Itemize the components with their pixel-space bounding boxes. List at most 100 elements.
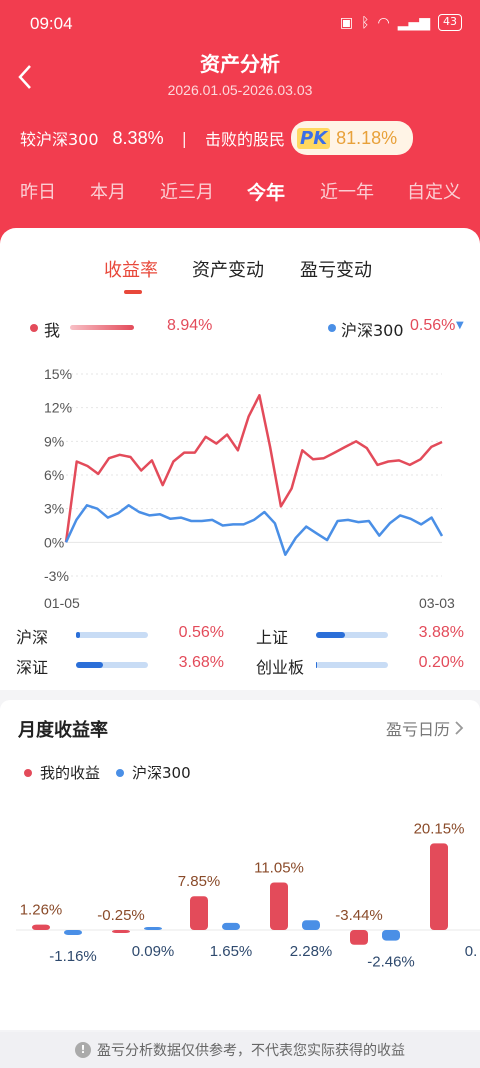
battery-icon: 43: [438, 14, 462, 31]
index-fill-sh: [316, 632, 345, 638]
monthly-card: [0, 700, 480, 1030]
return-line-chart: 15% 12% 9% 6% 3% 0% -3% 01-05 03-03: [44, 366, 455, 611]
bar-label-my-income: 11.05%: [254, 859, 304, 876]
status-bar: 09:04 ▣ ᛒ ◠ ▂▄▆ 43: [0, 0, 480, 48]
index-value-cyb: 0.20%: [418, 654, 464, 671]
tab-asset-change[interactable]: 资产变动: [192, 260, 264, 281]
bar-label-index-income: 0.09%: [132, 943, 175, 960]
wifi-icon: ◠: [377, 14, 390, 31]
return-card: [0, 228, 480, 690]
legend-index-value: 0.56%: [410, 317, 456, 334]
index-dot-icon: [328, 324, 336, 332]
index-bar-cyb: [316, 662, 388, 668]
x-start-label: 01-05: [44, 595, 80, 611]
y-tick-label: 15%: [44, 366, 72, 382]
y-tick-label: 3%: [44, 501, 64, 517]
signal-icon: ▂▄▆: [397, 14, 430, 31]
chart-legend: 我 8.94% 沪深300 0.56% ▼: [0, 316, 480, 340]
bar-my-income[interactable]: [350, 930, 368, 945]
bar-my-income[interactable]: [32, 924, 50, 930]
bar-label-my-income: -3.44%: [335, 907, 383, 924]
index-fill-hs: [76, 632, 80, 638]
sub-tabs: 收益率 资产变动 盈亏变动: [0, 256, 480, 296]
bar-index-income[interactable]: [302, 920, 320, 930]
pk-pill[interactable]: PK 81.18%: [291, 121, 414, 155]
index-name-hs: 沪深: [16, 628, 49, 647]
bar-label-index-income: 1.65%: [210, 943, 253, 960]
page-title: 资产分析: [200, 52, 280, 76]
bar-index-income[interactable]: [382, 930, 400, 941]
monthly-legend: 我的收益 沪深300: [24, 762, 191, 783]
legend-index-label[interactable]: 沪深300: [341, 321, 404, 340]
nfc-icon: ▣: [339, 14, 354, 31]
index-bar-hs: [76, 632, 148, 638]
index-fill-sz: [76, 662, 103, 668]
bar-my-income[interactable]: [270, 882, 288, 930]
monthly-title: 月度收益率: [18, 720, 108, 741]
period-tab-ytd[interactable]: 今年: [247, 182, 286, 204]
bar-index-income[interactable]: [222, 922, 240, 930]
status-time: 09:04: [30, 14, 73, 33]
date-range: 2026.01.05-2026.03.03: [167, 82, 313, 98]
period-tab-3months[interactable]: 近三月: [160, 182, 214, 203]
tab-return-rate[interactable]: 收益率: [104, 260, 158, 281]
index-value-sh: 3.88%: [418, 624, 464, 641]
bar-label-index-income: 2.28%: [290, 943, 333, 960]
x-end-label: 03-03: [419, 595, 455, 611]
compare-label: 较沪深300: [20, 130, 99, 149]
chevron-right-icon: [455, 721, 464, 735]
index-return-line: [64, 504, 444, 556]
index-value-sz: 3.68%: [178, 654, 224, 671]
index-dropdown-icon[interactable]: ▼: [456, 320, 464, 331]
period-tab-custom[interactable]: 自定义: [407, 182, 461, 203]
me-line-swatch: [70, 325, 134, 330]
bar-label-my-income: 1.26%: [20, 902, 63, 919]
compare-separator: |: [181, 128, 187, 148]
compare-row: 较沪深300 8.38% | 击败的股民 PK 81.18%: [20, 120, 414, 156]
pk-icon: PK: [297, 127, 331, 149]
calendar-link-label: 盈亏日历: [385, 720, 450, 739]
bar-label-my-income: 20.15%: [414, 820, 465, 837]
compare-value: 8.38%: [112, 127, 164, 148]
beat-label: 击败的股民: [204, 130, 285, 149]
status-icons: ▣ ᛒ ◠ ▂▄▆ 43: [340, 14, 462, 31]
legend-index-income: 沪深300: [132, 764, 191, 782]
my-income-dot-icon: [24, 768, 32, 777]
bar-index-income[interactable]: [144, 927, 162, 930]
tab-underline: [124, 290, 142, 294]
index-name-sz: 深证: [16, 658, 49, 677]
bar-my-income[interactable]: [112, 930, 130, 933]
info-icon: !: [75, 1042, 91, 1058]
tab-pnl-change[interactable]: 盈亏变动: [300, 260, 372, 281]
header: 09:04 ▣ ᛒ ◠ ▂▄▆ 43 资产分析 2026.01.05-2026.…: [0, 0, 480, 250]
bar-label-index-income: -1.16%: [49, 948, 97, 965]
index-grid: 沪深 0.56% 上证 3.88% 深证 3.68% 创业板 0.20%: [0, 620, 480, 680]
monthly-bar-chart: 1.26% -1.16% -0.25% 0.09% 7.85% 1.65% 11.05% 2.…: [16, 820, 480, 971]
beat-value: 81.18%: [336, 127, 398, 148]
bar-label-my-income: -0.25%: [97, 907, 145, 924]
period-tab-year[interactable]: 近一年: [320, 182, 374, 203]
index-name-cyb: 创业板: [256, 658, 305, 677]
period-tab-month[interactable]: 本月: [90, 182, 126, 203]
legend-my-income: 我的收益: [40, 764, 101, 782]
bar-my-income[interactable]: [430, 843, 448, 930]
my-return-line: [64, 394, 443, 543]
bar-label-index-income: 0.: [465, 943, 478, 960]
y-tick-label: 12%: [44, 400, 72, 416]
index-bar-sh: [316, 632, 388, 638]
back-icon[interactable]: [14, 62, 40, 92]
bar-label-index-income: -2.46%: [367, 954, 415, 971]
index-bar-sz: [76, 662, 148, 668]
disclaimer-footer: ! 盈亏分析数据仅供参考，不代表您实际获得的收益: [0, 1032, 480, 1068]
y-tick-label: 6%: [44, 467, 64, 483]
period-tab-yesterday[interactable]: 昨日: [20, 182, 56, 203]
bluetooth-icon: ᛒ: [361, 14, 370, 31]
index-fill-cyb: [316, 662, 318, 668]
index-income-dot-icon: [116, 768, 125, 777]
bar-my-income[interactable]: [190, 896, 208, 930]
bar-label-my-income: 7.85%: [178, 873, 221, 890]
legend-me-value: 8.94%: [167, 317, 213, 334]
calendar-link[interactable]: 盈亏日历: [386, 716, 464, 740]
bar-index-income[interactable]: [64, 930, 82, 935]
index-value-hs: 0.56%: [178, 624, 224, 641]
